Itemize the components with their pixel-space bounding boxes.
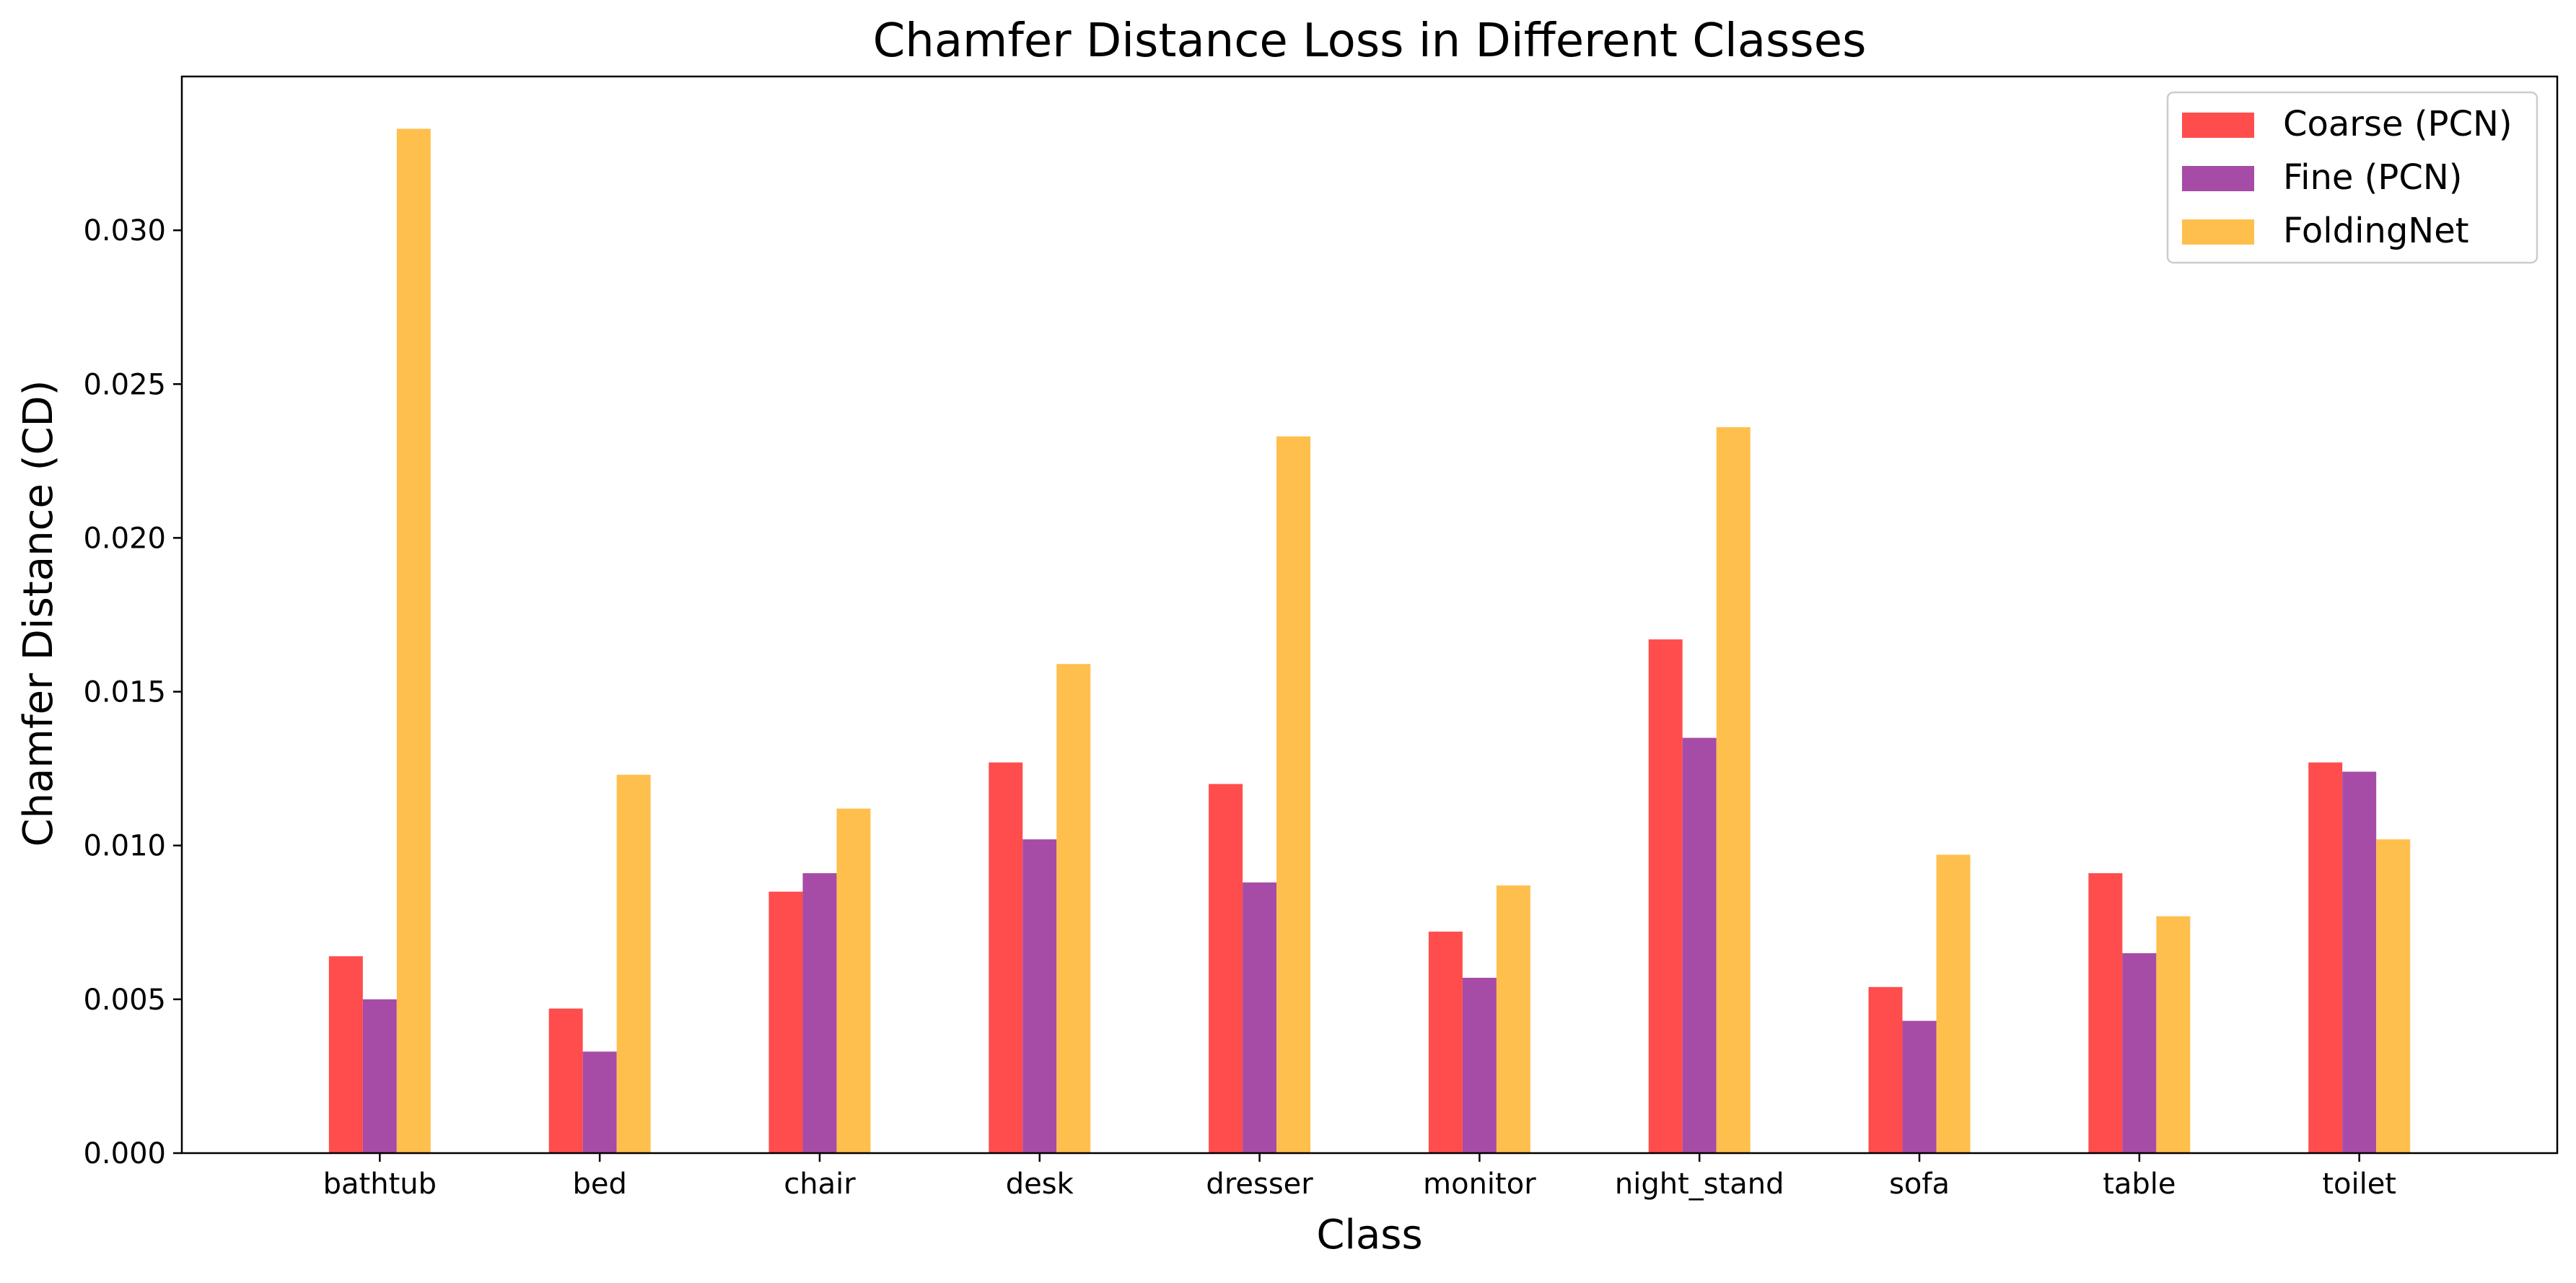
legend-label-2: FoldingNet	[2283, 211, 2469, 251]
bar-bed-series-0	[548, 1008, 583, 1153]
legend: Coarse (PCN) Fine (PCN) FoldingNet	[2166, 91, 2538, 264]
x-tick-label-table: table	[2103, 1168, 2176, 1201]
bar-chair-series-2	[836, 808, 871, 1153]
axes-layer: 0.000 0.005 0.010 0.015 0.020 0.025 0.030 batht…	[83, 75, 2559, 1201]
bar-dresser-series-2	[1276, 436, 1311, 1153]
x-tick-label-chair: chair	[784, 1168, 856, 1201]
x-tick-label-monitor: monitor	[1423, 1168, 1536, 1201]
bar-bathtub-series-2	[396, 128, 431, 1154]
bar-toilet-series-2	[2376, 839, 2411, 1153]
x-tick-label-bathtub: bathtub	[323, 1168, 437, 1201]
bar-monitor-series-0	[1428, 932, 1463, 1153]
bar-sofa-series-0	[1868, 986, 1903, 1153]
plot-frame	[180, 75, 2559, 1155]
x-tick-label-sofa: sofa	[1889, 1168, 1950, 1201]
bar-dresser-series-0	[1209, 784, 1243, 1153]
bar-bathtub-series-1	[362, 999, 397, 1153]
legend-swatch-2	[2182, 219, 2254, 245]
y-tick-label: 0.030	[83, 214, 166, 248]
bar-toilet-series-0	[2308, 762, 2343, 1153]
bar-desk-series-1	[1022, 839, 1057, 1153]
bar-monitor-series-2	[1496, 885, 1530, 1153]
x-tick-label-dresser: dresser	[1206, 1168, 1313, 1201]
bar-desk-series-2	[1056, 664, 1091, 1153]
x-tick-label-toilet: toilet	[2322, 1168, 2396, 1201]
bar-desk-series-0	[989, 762, 1023, 1153]
x-tick-label-night_stand: night_stand	[1615, 1168, 1784, 1201]
y-tick-label: 0.025	[83, 368, 166, 401]
bar-sofa-series-1	[1902, 1020, 1937, 1153]
bar-night_stand-series-1	[1682, 737, 1717, 1153]
y-tick-label: 0.015	[83, 676, 166, 709]
bar-table-series-0	[2088, 873, 2123, 1153]
legend-box	[2166, 91, 2538, 264]
y-tick-label: 0.020	[83, 522, 166, 555]
bar-night_stand-series-2	[1716, 426, 1751, 1153]
bar-table-series-1	[2122, 953, 2157, 1153]
legend-label-0: Coarse (PCN)	[2283, 104, 2513, 144]
bar-chair-series-1	[802, 873, 837, 1153]
legend-swatch-1	[2182, 166, 2254, 191]
y-tick-label: 0.000	[83, 1137, 166, 1170]
bar-bathtub-series-0	[328, 956, 363, 1153]
legend-swatch-0	[2182, 113, 2254, 138]
bar-bed-series-1	[582, 1051, 617, 1153]
y-tick-label: 0.005	[83, 984, 166, 1017]
y-axis-label: Chamfer Distance (CD)	[15, 380, 62, 846]
x-tick-label-desk: desk	[1006, 1168, 1074, 1201]
bar-table-series-2	[2156, 916, 2191, 1153]
bar-toilet-series-1	[2342, 771, 2377, 1153]
bars-layer	[328, 128, 2411, 1154]
x-axis-label: Class	[1316, 1212, 1422, 1258]
x-tick-label-bed: bed	[572, 1168, 626, 1201]
bar-sofa-series-2	[1936, 854, 1971, 1153]
legend-label-1: Fine (PCN)	[2283, 157, 2462, 198]
chart-title: Chamfer Distance Loss in Different Class…	[873, 14, 1867, 68]
bar-monitor-series-1	[1462, 978, 1497, 1153]
bar-night_stand-series-0	[1648, 639, 1683, 1153]
y-tick-label: 0.010	[83, 830, 166, 863]
bar-chair-series-0	[768, 891, 803, 1153]
bar-bed-series-2	[616, 774, 651, 1153]
bar-dresser-series-1	[1243, 882, 1277, 1153]
